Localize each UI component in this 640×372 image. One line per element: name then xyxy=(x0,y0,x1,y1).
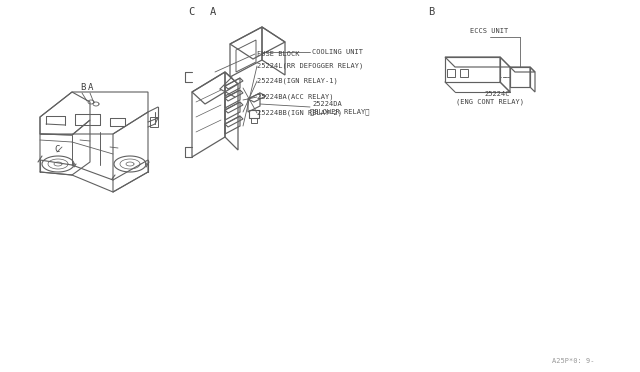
Text: B: B xyxy=(428,7,435,17)
Text: B: B xyxy=(80,83,85,92)
Bar xyxy=(251,118,257,123)
Bar xyxy=(447,69,455,77)
Text: 25224B(IGN RELAY-1): 25224B(IGN RELAY-1) xyxy=(257,77,338,84)
Bar xyxy=(249,110,259,118)
Bar xyxy=(150,117,158,127)
Text: COOLING UNIT: COOLING UNIT xyxy=(312,49,363,55)
Text: A25P*0: 9-: A25P*0: 9- xyxy=(552,358,595,364)
Text: ECCS UNIT: ECCS UNIT xyxy=(470,28,508,34)
Text: A: A xyxy=(88,83,93,92)
Text: 25224BA(ACC RELAY): 25224BA(ACC RELAY) xyxy=(257,93,333,100)
Bar xyxy=(460,69,468,77)
Text: C: C xyxy=(188,7,195,17)
Text: 〈BLOWER RELAY〉: 〈BLOWER RELAY〉 xyxy=(310,108,369,115)
Text: C: C xyxy=(54,145,60,154)
Text: 25224L(RR DEFOGGER RELAY): 25224L(RR DEFOGGER RELAY) xyxy=(257,62,364,69)
Text: 25224DA: 25224DA xyxy=(312,101,342,107)
Text: (ENG CONT RELAY): (ENG CONT RELAY) xyxy=(456,99,524,105)
Text: A: A xyxy=(210,7,216,17)
Text: 25224C: 25224C xyxy=(484,91,509,97)
Text: 25224BB(IGN RELAY-2): 25224BB(IGN RELAY-2) xyxy=(257,109,342,116)
Text: FUSE BLOCK: FUSE BLOCK xyxy=(257,51,300,57)
